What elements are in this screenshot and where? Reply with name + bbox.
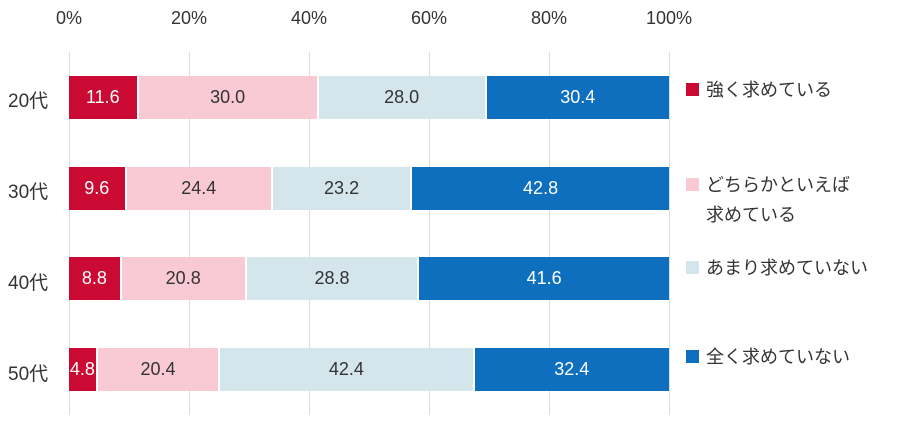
bar-segment: 28.8: [246, 257, 420, 301]
bar-segment: 20.8: [121, 257, 247, 301]
legend-label: どちらかといえば 求めている: [706, 170, 850, 230]
bar-value-label: 23.2: [324, 177, 360, 198]
bar-value-label: 8.8: [81, 268, 107, 289]
bar-row: 11.6 30.0 28.0 30.4: [69, 75, 669, 119]
x-axis-tick-label: 20%: [170, 8, 208, 28]
x-axis-tick-label: 80%: [530, 8, 568, 28]
gridline: [189, 52, 190, 415]
gridline: [69, 52, 70, 415]
bar-segment: 30.4: [486, 75, 669, 119]
x-axis-tick-label: 0%: [55, 8, 83, 28]
bar-segment: 30.0: [138, 75, 319, 119]
legend-label: 全く求めていない: [706, 342, 850, 372]
legend-label-line: 求めている: [706, 205, 796, 225]
legend-label-line: 全く求めていない: [706, 347, 850, 367]
x-axis-tick-label: 100%: [645, 8, 693, 28]
legend-swatch: [686, 261, 699, 274]
bar-segment: 24.4: [126, 166, 273, 210]
bar-segment: 32.4: [474, 348, 669, 392]
bar-row: 4.8 20.4 42.4 32.4: [69, 348, 669, 392]
category-label: 40代: [8, 272, 49, 294]
bar-row: 8.8 20.8 28.8 41.6: [69, 257, 669, 301]
bar-value-label: 30.4: [560, 86, 596, 107]
bar-value-label: 42.8: [523, 177, 559, 198]
bar-segment: 4.8: [69, 348, 98, 392]
bar-value-label: 20.4: [140, 359, 176, 380]
bar-segment: 8.8: [69, 257, 122, 301]
legend-swatch: [686, 350, 699, 363]
bar-segment: 42.4: [220, 348, 475, 392]
bar-value-label: 28.0: [384, 86, 420, 107]
legend-item: あまり求めていない: [686, 253, 868, 283]
x-axis-tick-label: 60%: [410, 8, 448, 28]
gridline: [429, 52, 430, 415]
legend-label-line: 強く求めている: [706, 80, 832, 100]
bar-segment: 42.8: [412, 166, 669, 210]
gridline: [309, 52, 310, 415]
legend-item: 強く求めている: [686, 75, 832, 105]
bar-value-label: 30.0: [210, 86, 246, 107]
legend-item: 全く求めていない: [686, 342, 850, 372]
category-label: 30代: [8, 182, 49, 204]
bar-value-label: 28.8: [314, 268, 350, 289]
bar-segment: 9.6: [69, 166, 127, 210]
bar-segment: 28.0: [318, 75, 487, 119]
bar-value-label: 32.4: [554, 359, 590, 380]
bar-value-label: 9.6: [84, 177, 110, 198]
legend-label-line: あまり求めていない: [706, 258, 868, 278]
legend-item: どちらかといえば 求めている: [686, 170, 850, 230]
category-label: 50代: [8, 363, 49, 385]
bar-value-label: 4.8: [69, 359, 95, 380]
bar-value-label: 41.6: [526, 268, 562, 289]
x-axis-tick-label: 40%: [290, 8, 328, 28]
bar-value-label: 11.6: [85, 86, 120, 107]
legend-label-line: どちらかといえば: [706, 175, 850, 195]
gridline: [669, 52, 670, 415]
bar-value-label: 20.8: [165, 268, 201, 289]
legend-label: あまり求めていない: [706, 253, 868, 283]
bar-value-label: 24.4: [181, 177, 217, 198]
bar-segment: 20.4: [97, 348, 221, 392]
bar-segment: 23.2: [272, 166, 413, 210]
legend-label: 強く求めている: [706, 75, 832, 105]
bar-segment: 41.6: [419, 257, 669, 301]
bar-segment: 11.6: [69, 75, 139, 119]
gridline: [549, 52, 550, 415]
category-label: 20代: [8, 91, 49, 113]
legend-swatch: [686, 178, 699, 191]
bar-row: 9.6 24.4 23.2 42.8: [69, 166, 669, 210]
bar-value-label: 42.4: [328, 359, 364, 380]
legend-swatch: [686, 83, 699, 96]
